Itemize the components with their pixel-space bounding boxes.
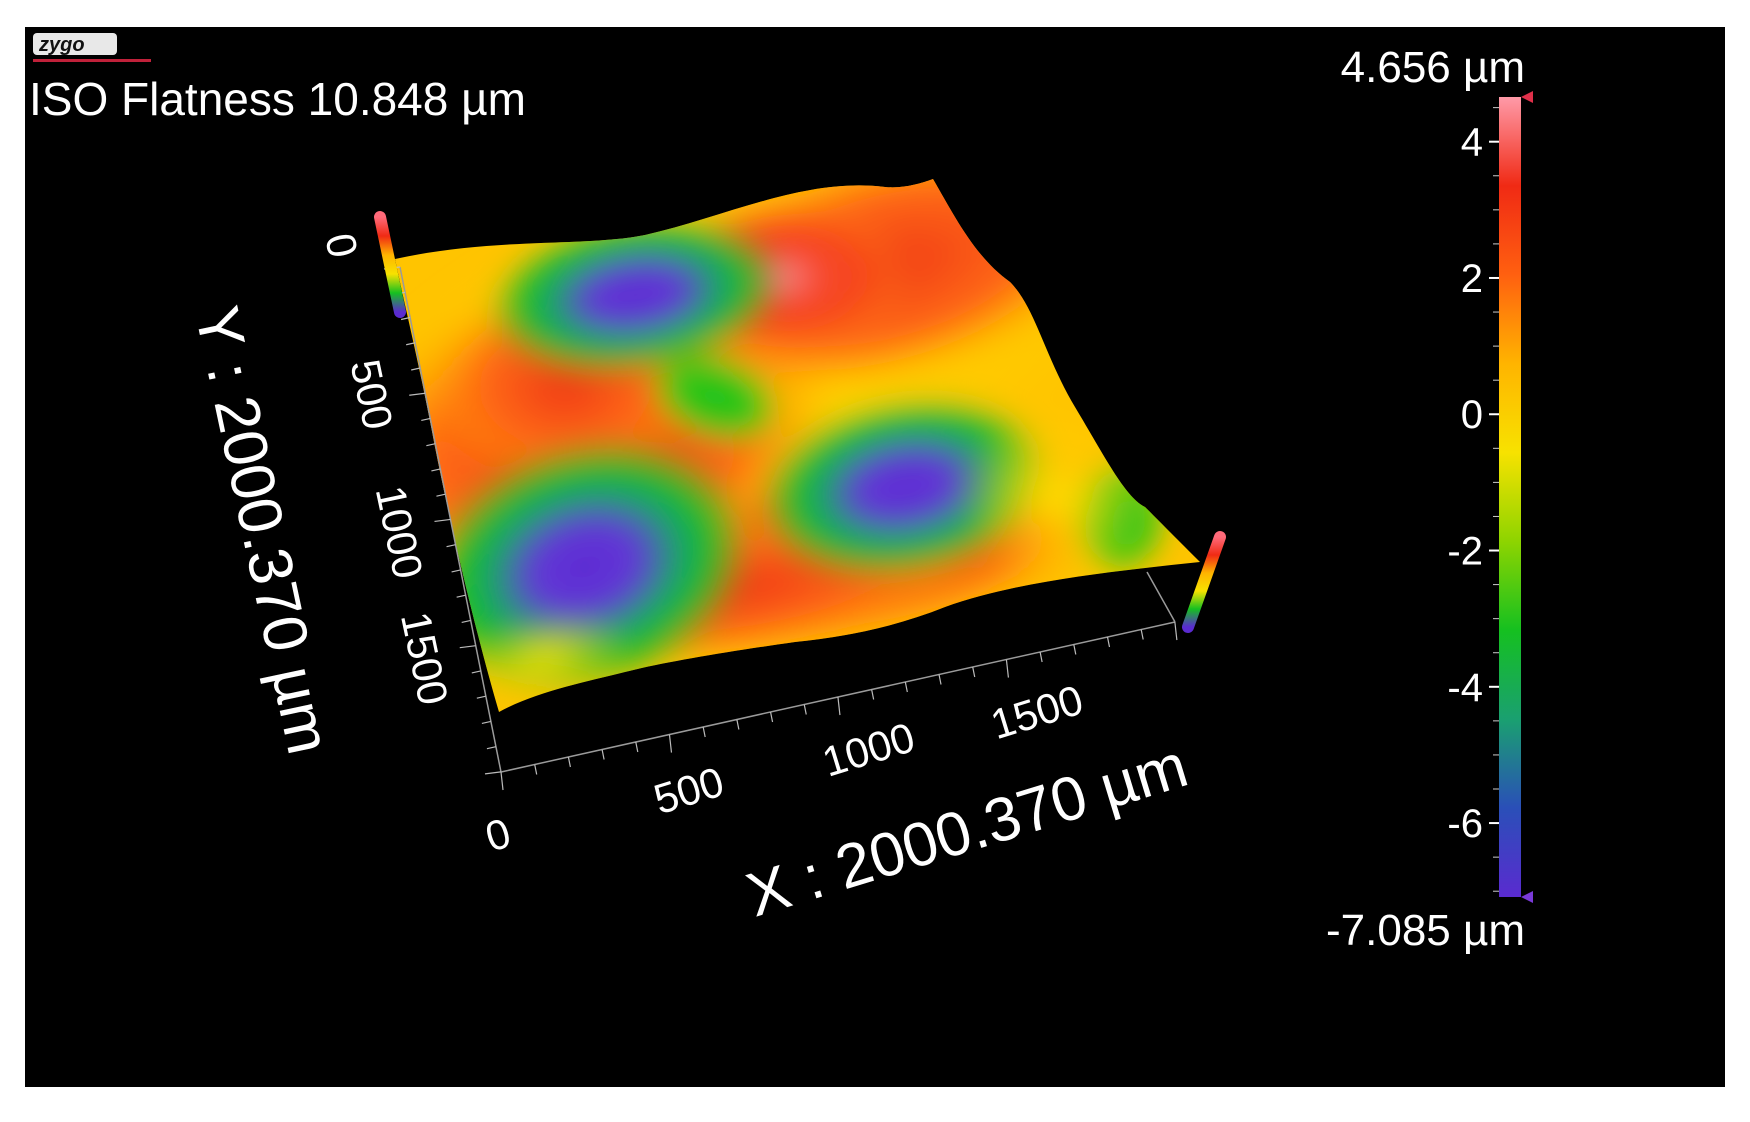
y-tick-mark [481,720,492,725]
surface-viewport[interactable]: zygo ISO Flatness 10.848 µm 0 500 1000 1500… [25,27,1725,1087]
scale-min-marker-icon [1521,891,1533,903]
scale-max-marker-icon [1521,91,1533,103]
surface-feature [486,214,784,376]
scale-tick-label: -4 [1447,666,1483,710]
x-tick-mark [972,666,976,678]
x-tick-mark [769,711,774,723]
x-tick-mark [803,704,807,715]
y-tick-mark [471,670,481,674]
y-tick-mark [476,695,486,699]
scale-tick-label: 4 [1461,121,1483,165]
y-tick-mark [409,392,426,396]
y-tick-mark [426,443,436,447]
y-tick-mark [434,518,451,523]
y-tick-mark [406,342,416,346]
x-tick-mark [1174,621,1178,641]
axis-frame [399,266,1176,773]
x-tick-mark [1005,659,1010,678]
x-tick-mark [534,764,538,775]
y-tick-label: 500 [341,355,402,433]
y-tick-mark [459,645,476,649]
x-tick-label: 1000 [817,713,920,785]
height-map-surface[interactable] [290,65,1200,739]
x-tick-mark [938,674,942,685]
y-tick-mark [451,569,461,573]
y-tick-mark [486,746,497,750]
y-tick-mark [421,417,431,422]
x-axis-line [500,621,1176,773]
y-tick-mark [446,544,456,548]
x-tick-label: 0 [480,809,516,861]
x-tick-mark [1039,651,1043,663]
x-tick-mark [567,756,571,768]
y-tick-mark [400,316,411,321]
scale-max-label: 4.656 µm [1341,43,1525,92]
y-tick-label: 1500 [392,608,457,709]
color-scale: 4.656 µm 4 2 0 -2 -4 -6 -7.085 µm [1326,43,1533,955]
x-tick-mark [1106,636,1111,648]
x-tick-mark [871,689,875,700]
surface-feature [456,614,634,700]
scale-tick-label: 2 [1461,257,1483,301]
color-scale-bar [1499,97,1521,897]
scale-tick-label: 0 [1461,393,1483,437]
x-tick-mark [837,696,841,716]
y-tick-mark [461,619,471,624]
x-tick-mark [500,771,504,791]
x-tick-mark [601,749,605,760]
corner-marker-left [374,211,406,318]
x-tick-mark [702,726,706,738]
x-tick-mark [668,734,673,753]
y-axis-title: Y : 2000.370 µm [181,301,343,761]
y-tick-mark [456,594,466,598]
y-tick-label: 0 [316,229,367,262]
x-tick-mark [635,741,639,753]
iso-flatness-readout: ISO Flatness 10.848 µm [29,73,526,125]
y-tick-mark [436,493,446,497]
scale-tick-label: -2 [1447,530,1483,574]
y-tick-mark [484,771,502,775]
surface-feature [647,348,783,446]
x-axis-title: X : 2000.370 µm [739,731,1195,930]
x-tick-mark [736,719,740,730]
surface-plot[interactable]: zygo ISO Flatness 10.848 µm 0 500 1000 1500… [25,27,1725,1087]
y-tick-label: 1000 [367,482,432,583]
surface-feature [955,407,1155,587]
x-tick-mark [904,681,908,693]
x-tick-label: 1500 [985,676,1088,748]
x-tick-mark [1140,629,1144,640]
zygo-logo: zygo [33,33,151,62]
y-tick-mark [411,367,421,371]
x-tick-label: 500 [648,758,729,823]
logo-text: zygo [38,34,85,56]
scale-tick-label: -6 [1447,802,1483,846]
corner-marker-right [1182,531,1226,633]
scale-min-label: -7.085 µm [1326,906,1525,955]
y-axis-line [399,266,502,773]
y-tick-mark [431,468,441,472]
x-axis-end-line [1146,571,1176,623]
x-tick-mark [1073,644,1077,655]
